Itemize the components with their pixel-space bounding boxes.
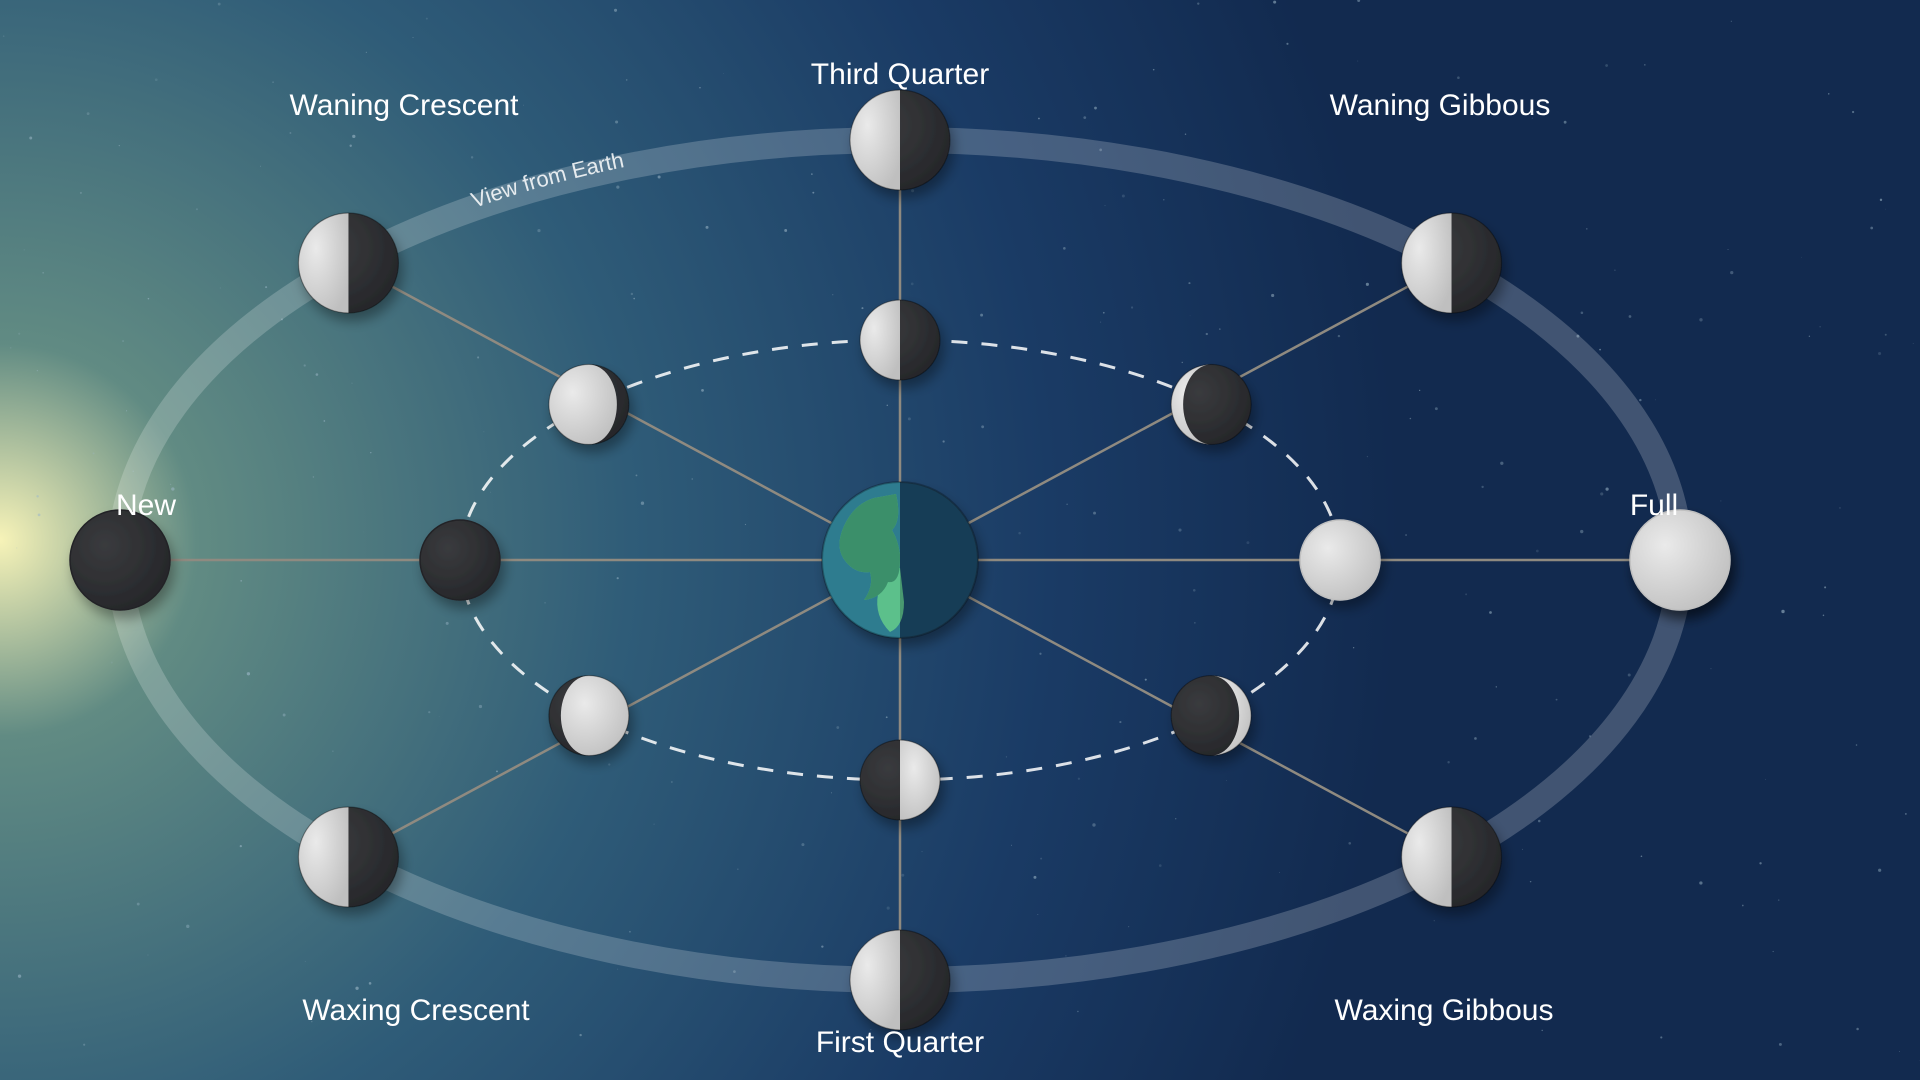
label-third-quarter: Third Quarter <box>811 58 989 92</box>
label-new: New <box>116 489 176 523</box>
label-full: Full <box>1630 489 1678 523</box>
diagram-svg: View from Earth <box>0 0 1920 1080</box>
label-waxing-crescent: Waxing Crescent <box>302 994 529 1028</box>
label-waning-gibbous: Waning Gibbous <box>1330 89 1551 123</box>
label-waning-crescent: Waning Crescent <box>290 89 519 123</box>
label-first-quarter: First Quarter <box>816 1026 984 1060</box>
label-waxing-gibbous: Waxing Gibbous <box>1335 994 1554 1028</box>
moon-phases-diagram: View from Earth New Waxing Crescent Firs… <box>0 0 1920 1080</box>
earth-icon <box>822 482 978 638</box>
